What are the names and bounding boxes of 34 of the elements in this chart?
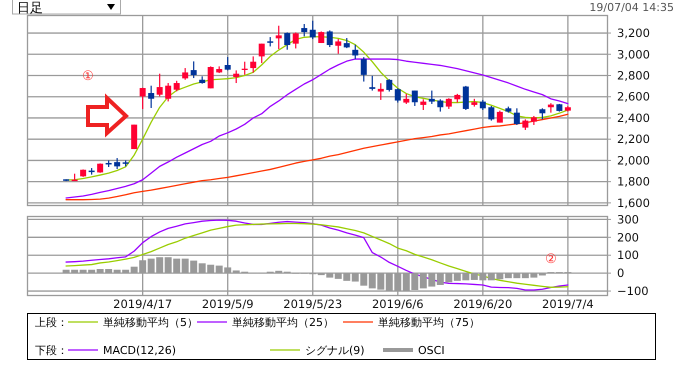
x-tick-label: 2019/6/20: [453, 297, 512, 311]
bar: [334, 273, 342, 279]
legend-label: OSCI: [418, 344, 445, 357]
legend-label: 単純移動平均（25）: [232, 316, 334, 329]
y-tick-label: 2,600: [617, 90, 650, 104]
legend-title: 上段：: [35, 316, 68, 329]
y-tick-label: 2,800: [617, 68, 650, 83]
x-tick-label: 2019/5/9: [202, 297, 254, 311]
y-tick-label: 200: [617, 230, 639, 244]
y-tick-label: 2,200: [617, 132, 650, 146]
x-tick-label: 2019/5/23: [283, 297, 342, 311]
y-tick-label: 3,200: [617, 26, 650, 40]
annotation: ②: [545, 252, 557, 267]
bar: [326, 273, 334, 278]
y-tick-label: 0: [617, 266, 624, 280]
legend-title: 下段：: [35, 344, 68, 357]
y-tick-label: 3,000: [617, 47, 650, 62]
x-tick-label: 2019/7/4: [542, 297, 594, 311]
y-tick-label: 2,400: [617, 110, 650, 125]
legend-label: 単純移動平均（75）: [378, 316, 480, 329]
legend-label: シグナル(9): [305, 344, 365, 357]
y-tick-label: 300: [617, 212, 639, 226]
legend-label: MACD(12,26): [103, 344, 176, 357]
y-tick-label: 1,800: [617, 174, 650, 189]
y-tick-label: −100: [617, 284, 649, 298]
y-tick-label: 1,600: [617, 196, 650, 210]
annotation: ①: [82, 69, 94, 84]
y-tick-label: 2,000: [617, 153, 650, 168]
legend-label: 単純移動平均（5）: [103, 316, 198, 329]
y-tick-label: 100: [617, 248, 639, 262]
text: 19/07/04 14:35: [589, 1, 674, 14]
x-tick-label: 2019/6/6: [372, 297, 424, 311]
x-tick-label: 2019/4/17: [113, 297, 172, 311]
text: 日足: [17, 1, 43, 16]
